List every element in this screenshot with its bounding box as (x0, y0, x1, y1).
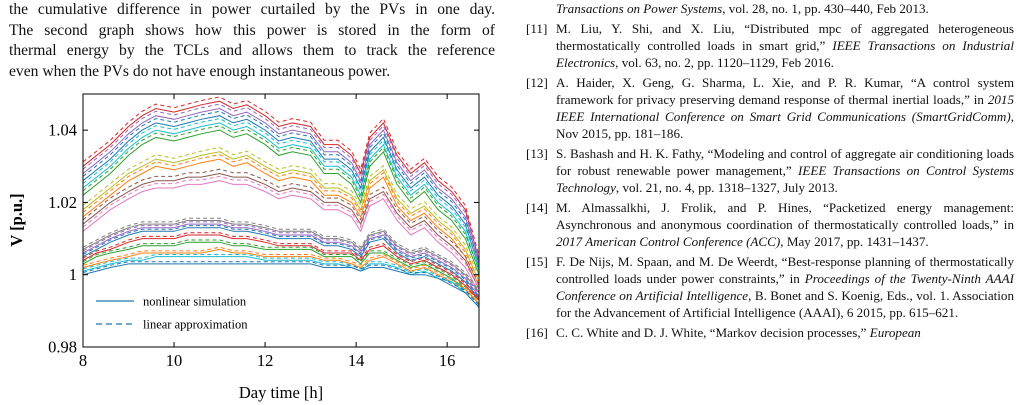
series-line-linear (82, 103, 480, 260)
reference-details: , Nov 2015, pp. 181–186. (556, 109, 1014, 141)
voltage-line-chart: 8 10 12 14 16 0.98 1 1.02 1.04 Day time [h] V [… (7, 93, 480, 402)
legend: nonlinear simulation linear approximatio… (88, 290, 271, 338)
paragraph-line: The second graph shows how this power is… (9, 21, 495, 39)
series-line-nonlinear (82, 220, 480, 294)
series-line-nonlinear (82, 100, 480, 261)
reference-entry: Transactions on Power Systems, vol. 28, … (526, 0, 1014, 17)
series-line-linear (82, 146, 480, 278)
reference-venue: European (869, 325, 921, 340)
series-line-linear (82, 110, 480, 264)
y-axis-label-text: V [p.u.] (7, 193, 26, 246)
y-tick-label: 1.02 (48, 193, 77, 212)
series-line-nonlinear (82, 227, 480, 301)
series-line-linear (82, 154, 480, 282)
reference-authors-title: F. De Nijs, M. Spaan, and M. De Weerdt, … (556, 254, 1014, 286)
reference-number: [12] (526, 75, 548, 90)
series-line-nonlinear (82, 263, 480, 308)
series-line-linear (82, 125, 480, 271)
series-line-nonlinear (82, 122, 480, 272)
series-line-linear (82, 221, 480, 295)
series-line-nonlinear (82, 115, 480, 268)
x-tick-label: 14 (348, 351, 365, 370)
reference-number: [15] (526, 254, 548, 269)
series-line-nonlinear (82, 172, 480, 290)
reference-venue: Proceedings of the Twenty-Ninth AAAI Con… (556, 271, 1015, 303)
series-line-linear (82, 246, 480, 302)
reference-authors-title: C. C. White and D. J. White, “Markov dec… (556, 325, 870, 340)
reference-entry: [16] C. C. White and D. J. White, “Markov… (526, 324, 1014, 341)
reference-venue: IEEE Transactions on Control Systems Tec… (556, 163, 1014, 195)
reference-details: , vol. 28, no. 1, pp. 430–440, Feb 2013. (722, 1, 929, 16)
reference-number: [13] (526, 146, 548, 161)
series-line-nonlinear (82, 180, 480, 294)
y-tick-label: 1.04 (48, 121, 77, 140)
series-line-linear (82, 232, 480, 299)
series-line-linear (82, 118, 480, 267)
series-line-linear (82, 217, 480, 291)
paragraph-line: the cumulative difference in power curta… (9, 1, 495, 18)
series-line-nonlinear (82, 158, 480, 286)
series-line-linear (82, 254, 480, 306)
paragraph-line: even when the PVs do not have enough ins… (9, 62, 391, 80)
series-line-linear (82, 175, 480, 289)
reference-authors-title: A. Haider, X. Geng, G. Sharma, L. Xie, a… (556, 75, 1014, 107)
reference-venue: 2017 American Control Conference (ACC) (556, 234, 781, 249)
body-paragraph: the cumulative difference in power curta… (9, 0, 495, 82)
y-axis: 0.98 1 1.02 1.04 (48, 121, 479, 357)
reference-entry: [15] F. De Nijs, M. Spaan, and M. De Weer… (526, 253, 1014, 321)
series-line-nonlinear (82, 256, 480, 308)
x-axis-label: Day time [h] (239, 383, 323, 402)
reference-details: , vol. 63, no. 2, pp. 1120–1129, Feb 201… (615, 55, 834, 70)
legend-entry-linear: linear approximation (143, 318, 248, 332)
reference-entry: [11] M. Liu, Y. Shi, and X. Liu, “Distrib… (526, 20, 1014, 71)
series-line-nonlinear (82, 241, 480, 304)
series-line-nonlinear (82, 234, 480, 301)
reference-details: , vol. 21, no. 4, pp. 1318–1327, July 20… (615, 180, 838, 195)
y-axis-label: V [p.u.] (7, 193, 26, 246)
series-line-linear (82, 261, 480, 306)
series-line-linear (82, 225, 480, 299)
x-axis: 8 10 12 14 16 (79, 94, 456, 370)
x-tick-label: 8 (79, 351, 87, 370)
reference-entry: [13] S. Bashash and H. K. Fathy, “Modelin… (526, 145, 1014, 196)
series-line-linear (82, 168, 480, 286)
reference-number: [16] (526, 325, 548, 340)
series-line-nonlinear (82, 151, 480, 283)
reference-entry: [14] M. Almassalkhi, J. Frolik, and P. Hi… (526, 199, 1014, 250)
legend-entry-nonlinear: nonlinear simulation (143, 295, 247, 309)
series-line-nonlinear (82, 248, 480, 304)
references-list: Transactions on Power Systems, vol. 28, … (526, 0, 1014, 344)
plot-frame (82, 93, 480, 348)
reference-authors-title: M. Almassalkhi, J. Frolik, and P. Hines,… (556, 200, 1014, 232)
reference-authors-title: M. Liu, Y. Shi, and X. Liu, “Distributed… (556, 21, 1014, 53)
x-tick-label: 12 (257, 351, 274, 370)
series-layer (82, 96, 480, 308)
series-line-nonlinear (82, 107, 480, 265)
reference-details: , May 2017, pp. 1431–1437. (780, 234, 929, 249)
y-tick-label: 0.98 (48, 338, 77, 357)
x-tick-label: 10 (166, 351, 183, 370)
reference-number: [14] (526, 200, 548, 215)
reference-venue: IEEE Transactions on Industrial Electron… (556, 38, 1014, 70)
x-tick-label: 16 (439, 351, 456, 370)
reference-venue: 2015 IEEE International Conference on Sm… (556, 92, 1014, 124)
paragraph-line: thermal energy by the TCLs and allows th… (9, 42, 495, 60)
reference-number: [11] (526, 21, 548, 36)
series-line-nonlinear (82, 223, 480, 297)
reference-authors-title: S. Bashash and H. K. Fathy, “Modeling an… (556, 146, 1014, 178)
series-line-linear (82, 239, 480, 302)
reference-venue: Transactions on Power Systems (556, 1, 723, 16)
legend-box (88, 290, 271, 338)
series-line-linear (82, 96, 480, 257)
series-line-nonlinear (82, 129, 480, 275)
reference-entry: [12] A. Haider, X. Geng, G. Sharma, L. Xi… (526, 74, 1014, 142)
y-tick-label: 1 (69, 265, 77, 284)
reference-details: , B. Bonet and S. Koenig, Eds., vol. 1. … (556, 288, 1015, 320)
